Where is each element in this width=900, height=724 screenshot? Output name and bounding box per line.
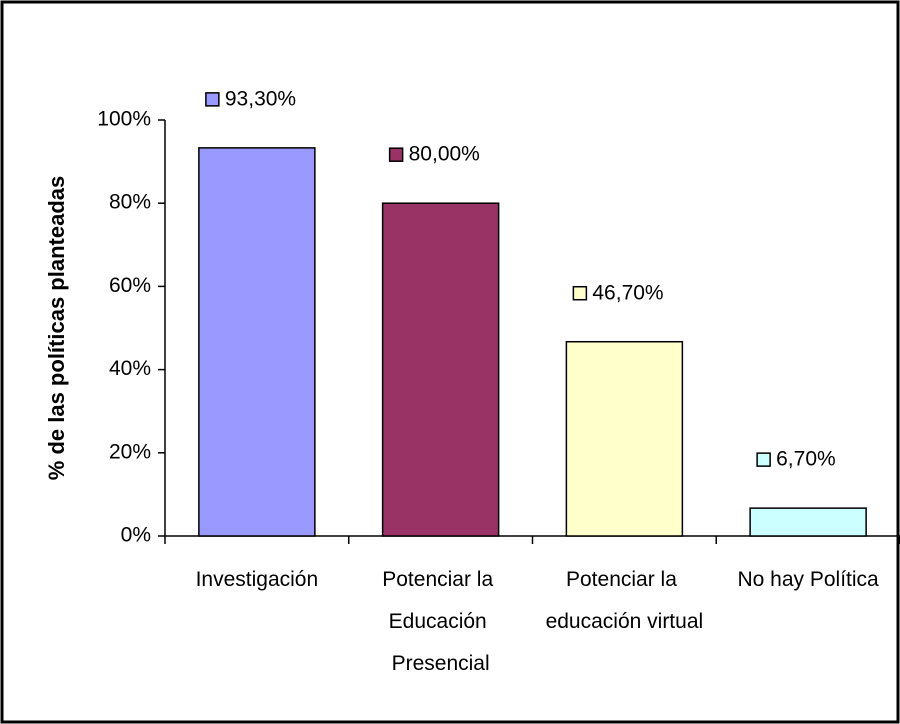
bar [198,147,316,537]
label-key [205,92,220,107]
bar [565,340,684,537]
y-axis-title: % de las políticas planteadas [44,176,69,480]
y-tick-label: 20% [109,440,151,463]
x-tick-label: Potenciar la educación virtual [546,568,704,633]
data-label: 6,70% [776,448,836,471]
data-label: 46,70% [592,281,663,304]
y-tick-label: 100% [97,108,151,131]
label-key [388,147,404,162]
label-key [572,285,588,301]
x-tick-label: Investigación [196,568,319,591]
y-tick-label: 0% [121,524,151,547]
y-tick-label: 60% [109,274,151,297]
bar [749,507,867,537]
x-tick-label: No hay Política [738,568,880,591]
data-label: 93,30% [225,87,296,110]
bar [381,202,500,537]
y-tick-label: 40% [109,357,151,380]
label-key [756,452,771,467]
x-tick-label: Potenciar la Educación Presencial [382,568,499,675]
data-label: 80,00% [409,143,480,166]
y-tick-label: 80% [109,191,151,214]
